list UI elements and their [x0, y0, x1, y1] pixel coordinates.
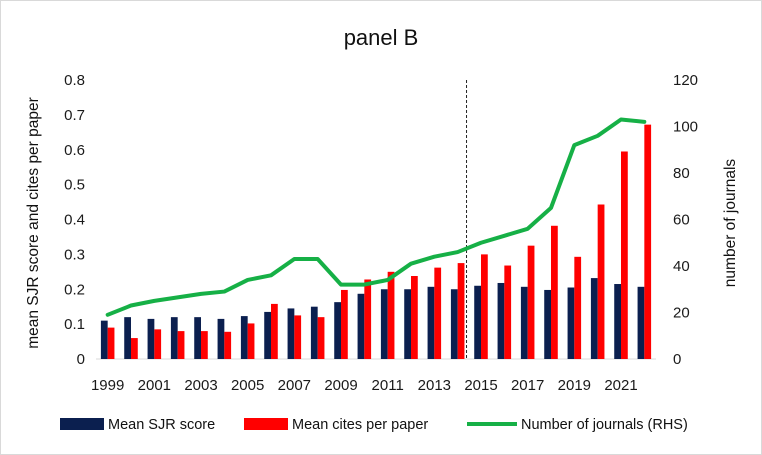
cites-bar — [224, 331, 232, 359]
sjr-bar — [614, 284, 621, 359]
sjr-bar — [124, 317, 131, 359]
cites-bar — [177, 331, 185, 359]
cites-bar — [621, 151, 628, 359]
legend-label: Mean cites per paper — [292, 417, 428, 433]
sjr-bar — [590, 278, 598, 359]
cites-bar — [201, 331, 208, 359]
x-tick-label: 2003 — [184, 377, 217, 394]
cites-bar — [411, 276, 418, 359]
cites-bar — [387, 271, 395, 359]
legend-swatch — [244, 418, 288, 430]
sjr-bar — [380, 289, 388, 359]
x-tick-label: 2015 — [464, 377, 497, 394]
y-tick-label: 0.6 — [64, 142, 85, 159]
y2-tick-label: 100 — [673, 119, 698, 136]
cites-bar — [131, 338, 138, 359]
y2-tick-label: 0 — [673, 351, 681, 368]
legend-label: Number of journals (RHS) — [521, 417, 688, 433]
cites-bar — [597, 204, 605, 359]
cites-bar — [481, 254, 488, 360]
cites-bar — [154, 329, 162, 359]
legend-label: Mean SJR score — [108, 417, 215, 433]
y-axis-right-label: number of journals — [722, 159, 739, 288]
sjr-bar — [544, 289, 551, 359]
cites-bar — [294, 315, 302, 359]
sjr-bar — [357, 293, 365, 359]
sjr-bar — [404, 289, 411, 359]
y-tick-label: 0.5 — [64, 177, 85, 194]
sjr-bar — [287, 308, 295, 359]
sjr-bar — [334, 302, 341, 359]
y-tick-label: 0.8 — [64, 72, 85, 89]
cites-bar — [504, 265, 512, 359]
x-tick-label: 2021 — [604, 377, 637, 394]
journals-line — [105, 117, 647, 317]
x-tick-label: 2019 — [558, 377, 591, 394]
cites-bar — [644, 124, 652, 359]
cites-bar — [527, 245, 535, 359]
cites-bar — [551, 225, 558, 359]
y-axis-left: 0 0.1 0.2 0.3 0.4 0.5 0.6 0.7 0.8 — [64, 72, 85, 368]
sjr-bar — [217, 318, 225, 359]
sjr-bar — [567, 287, 575, 359]
sjr-bar — [474, 285, 481, 359]
sjr-bar — [497, 282, 505, 359]
sjr-bar — [194, 317, 201, 359]
x-tick-label: 2009 — [324, 377, 357, 394]
chart-title: panel B — [344, 25, 419, 50]
y2-tick-label: 80 — [673, 165, 690, 182]
y-tick-label: 0.1 — [64, 316, 85, 333]
sjr-bar — [450, 289, 458, 359]
sjr-bar — [427, 286, 435, 359]
sjr-bar — [637, 286, 645, 359]
x-axis: 1999 2001 2003 2005 2007 2009 2011 2013 2015 2017… — [91, 377, 638, 394]
cites-bar — [341, 289, 348, 359]
cites-bar — [434, 267, 442, 359]
sjr-bar — [147, 318, 155, 359]
cites-bar — [574, 256, 582, 359]
y-tick-label: 0 — [77, 351, 85, 368]
x-tick-label: 2011 — [372, 377, 404, 394]
y2-tick-label: 60 — [673, 212, 690, 229]
y-axis-right: 0 20 40 60 80 100 120 — [673, 72, 698, 368]
y-tick-label: 0.4 — [64, 212, 85, 229]
cites-bar — [457, 263, 465, 359]
y2-tick-label: 20 — [673, 305, 690, 322]
y2-tick-label: 120 — [673, 72, 698, 89]
sjr-bar — [240, 316, 248, 359]
x-tick-label: 1999 — [91, 377, 124, 394]
sjr-bar — [520, 286, 528, 359]
sjr-bar — [310, 306, 318, 359]
x-tick-label: 2005 — [231, 377, 264, 394]
line-series — [105, 117, 647, 317]
cites-bar — [271, 303, 278, 359]
bar-series — [100, 124, 652, 360]
sjr-bar — [100, 320, 108, 359]
legend-swatch — [60, 418, 104, 430]
sjr-bar — [264, 311, 271, 359]
cites-bar — [107, 327, 115, 359]
y-tick-label: 0.2 — [64, 281, 85, 298]
sjr-bar — [170, 317, 178, 359]
x-tick-label: 2001 — [138, 377, 171, 394]
x-tick-label: 2017 — [511, 377, 544, 394]
x-tick-label: 2013 — [418, 377, 451, 394]
y-tick-label: 0.7 — [64, 107, 85, 124]
y2-tick-label: 40 — [673, 258, 690, 275]
legend: Mean SJR score Mean cites per paper Number… — [60, 417, 688, 433]
y-tick-label: 0.3 — [64, 246, 85, 263]
x-tick-label: 2007 — [278, 377, 311, 394]
cites-bar — [247, 323, 255, 359]
cites-bar — [317, 317, 325, 359]
y-axis-left-label: mean SJR score and cites per paper — [25, 97, 42, 349]
cites-bar — [364, 279, 372, 359]
